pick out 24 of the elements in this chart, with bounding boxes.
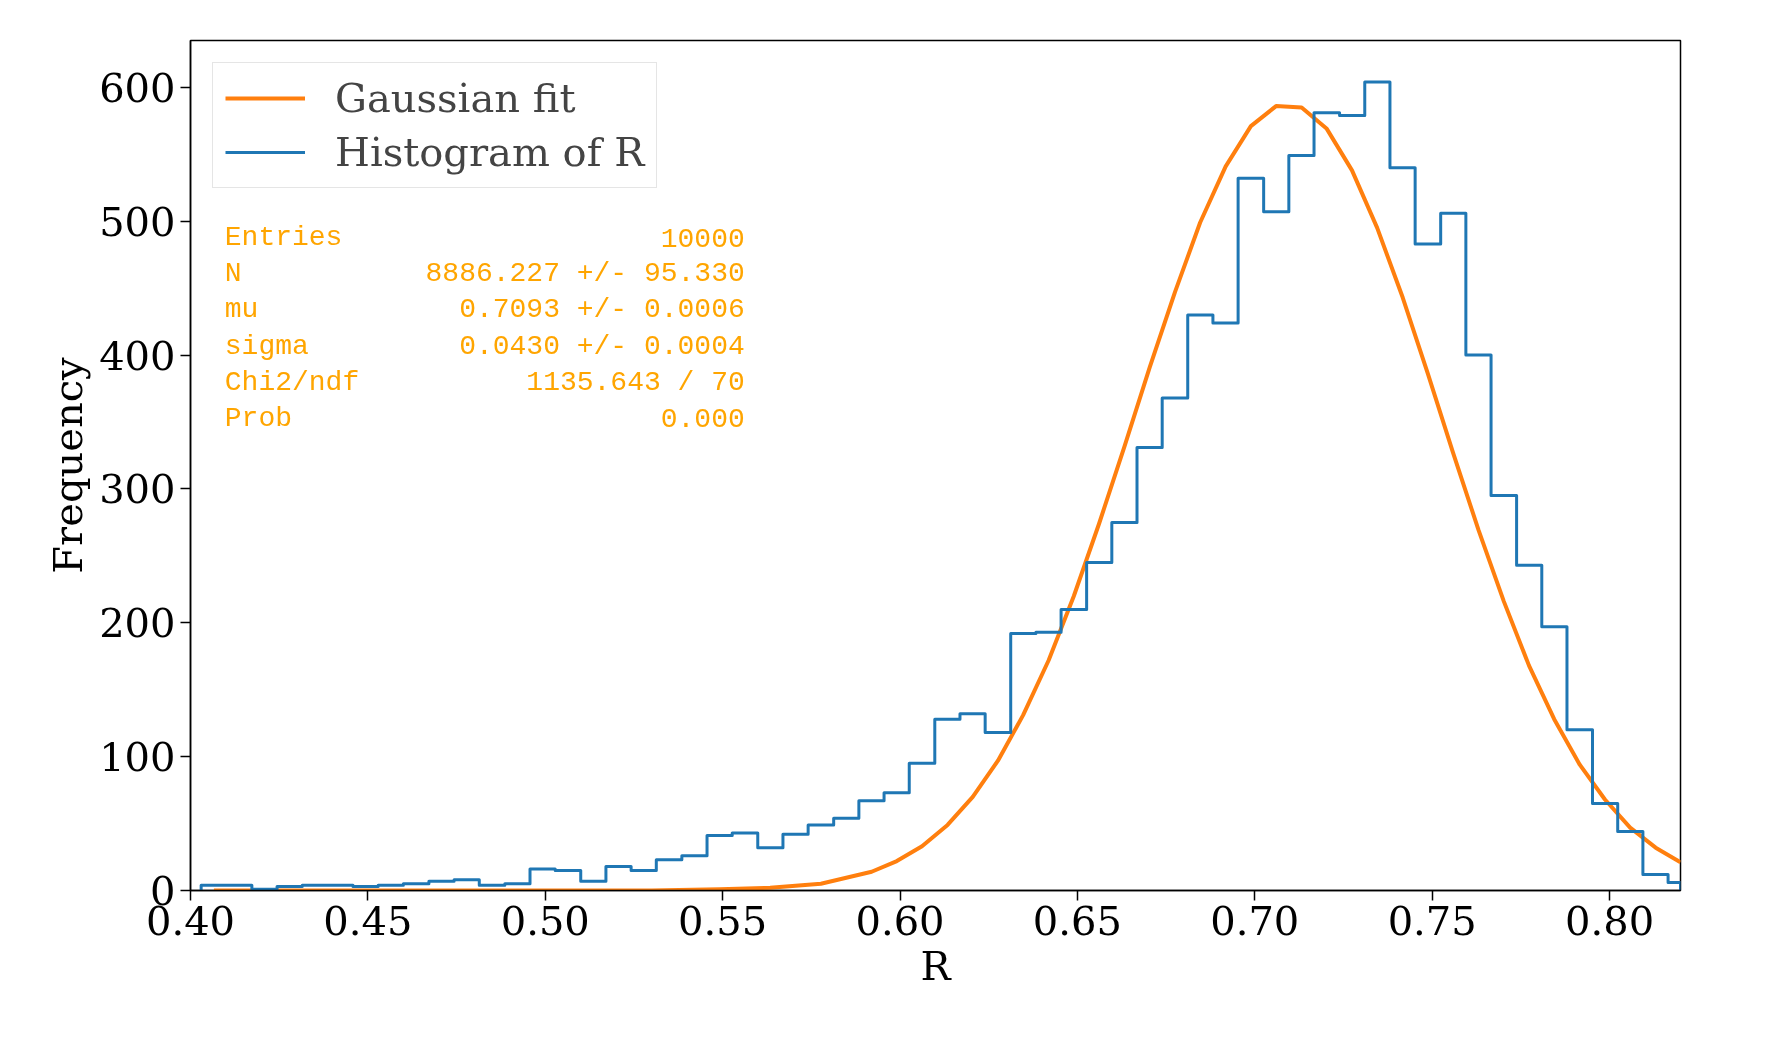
y-tick-label: 100	[99, 734, 176, 781]
text: sigma 0.0430 +/- 0.0004	[224, 330, 745, 362]
y-tick-label: 600	[99, 64, 176, 111]
legend-label: Gaussian fit	[335, 75, 576, 121]
y-tick-label: 400	[99, 332, 176, 379]
text: Chi2/ndf 1135.643 / 70	[224, 366, 745, 398]
x-tick-label: 0.70	[1210, 897, 1300, 944]
legend-label: Histogram of R	[335, 129, 645, 175]
x-tick-label: 0.75	[1387, 897, 1477, 944]
x-tick-label: 0.60	[855, 897, 945, 944]
y-tick-label: 200	[99, 600, 176, 647]
x-tick-label: 0.80	[1565, 897, 1655, 944]
x-tick-label: 0.50	[500, 897, 590, 944]
text: mu 0.7093 +/- 0.0006	[224, 294, 745, 326]
y-tick-label: 300	[99, 466, 176, 513]
x-tick-label: 0.65	[1032, 897, 1122, 944]
text: Entries 10000	[224, 222, 745, 255]
text: N 8886.227 +/- 95.330	[224, 258, 745, 290]
x-tick-label: 0.45	[323, 897, 413, 944]
text: Prob 0.000	[224, 402, 745, 436]
y-tick-label: 500	[99, 198, 176, 245]
x-axis-title: R	[920, 942, 953, 989]
x-tick-label: 0.55	[678, 897, 768, 944]
y-axis-title: Frequency	[45, 356, 92, 574]
